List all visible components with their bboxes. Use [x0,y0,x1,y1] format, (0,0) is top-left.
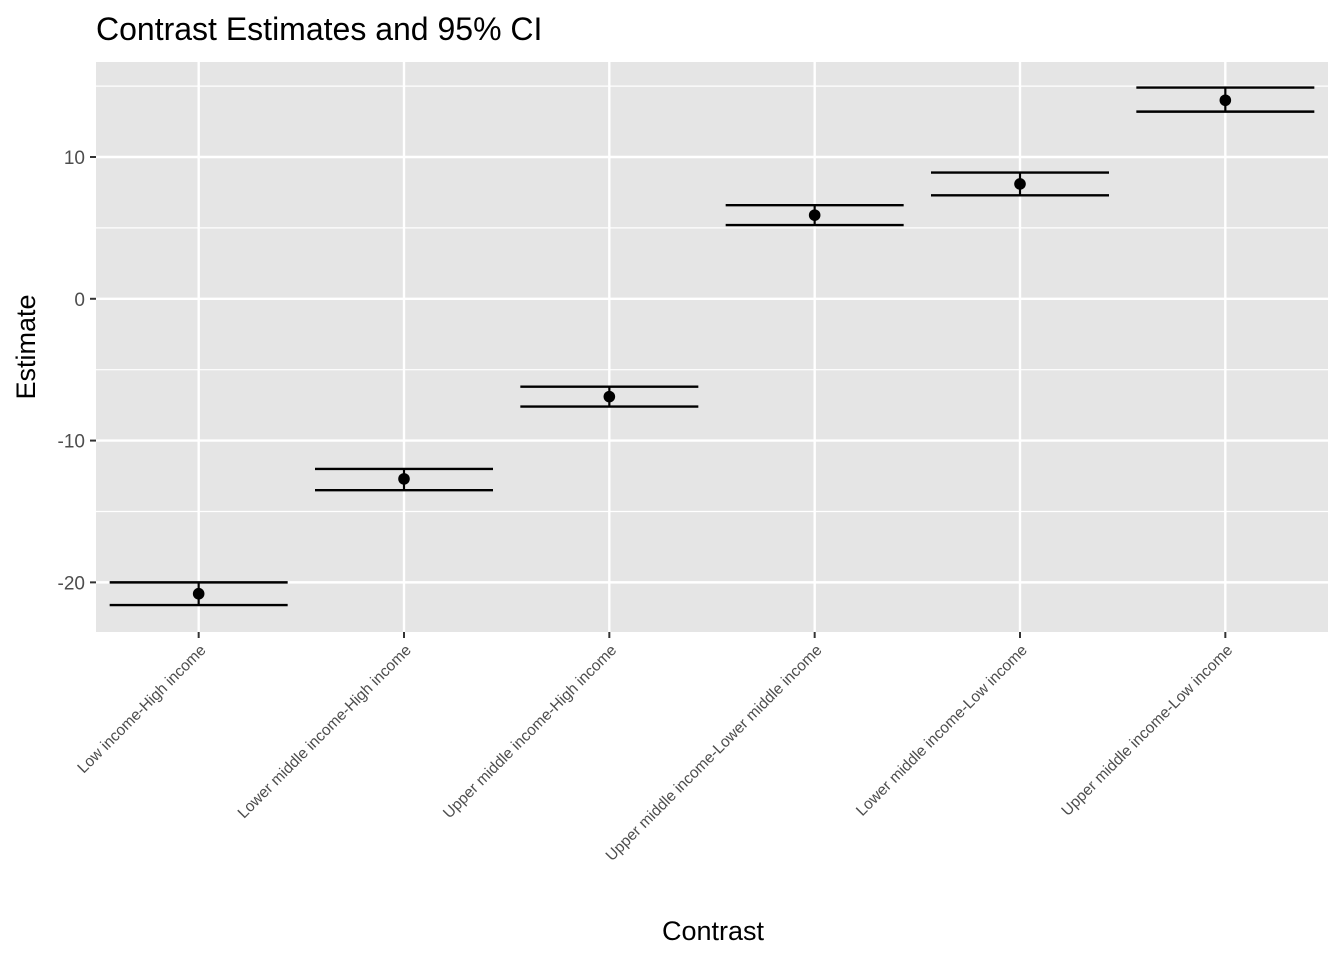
x-tick-label: Upper middle income-Lower middle income [603,642,826,865]
error-bar [725,204,904,227]
x-tick-label: Low income-High income [74,642,209,777]
error-bar [109,581,288,607]
error-bar [520,385,699,408]
error-bar [931,171,1109,197]
estimate-point [192,587,205,600]
estimate-point [1014,178,1026,190]
x-axis-title: Contrast [662,916,765,946]
y-tick-label: 0 [74,290,85,311]
y-tick-label: 10 [64,148,85,169]
x-tick-label: Lower middle income-High income [235,642,415,822]
error-bar [315,467,493,492]
error-bar-marks [109,86,1315,607]
x-tick-label: Upper middle income-Low income [1058,642,1236,820]
y-axis-ticks: -20 -10 0 10 [58,148,96,594]
estimate-point [398,473,410,485]
error-bar [1136,86,1315,113]
estimate-point [603,390,616,403]
estimate-point [808,209,821,221]
plot-panel [96,62,1328,632]
minor-gridlines [96,85,1328,513]
y-axis-title: Estimate [11,294,41,399]
y-tick-label: -10 [58,432,85,453]
x-tick-label: Lower middle income-Low income [853,642,1031,820]
x-tick-label: Upper middle income-High income [440,642,620,822]
estimate-point [1219,94,1232,107]
x-axis-ticks: Low income-High income Lower middle incom… [74,632,1236,865]
chart-title: Contrast Estimates and 95% CI [96,11,542,47]
major-gridlines [96,62,1328,632]
y-tick-label: -20 [58,573,85,594]
